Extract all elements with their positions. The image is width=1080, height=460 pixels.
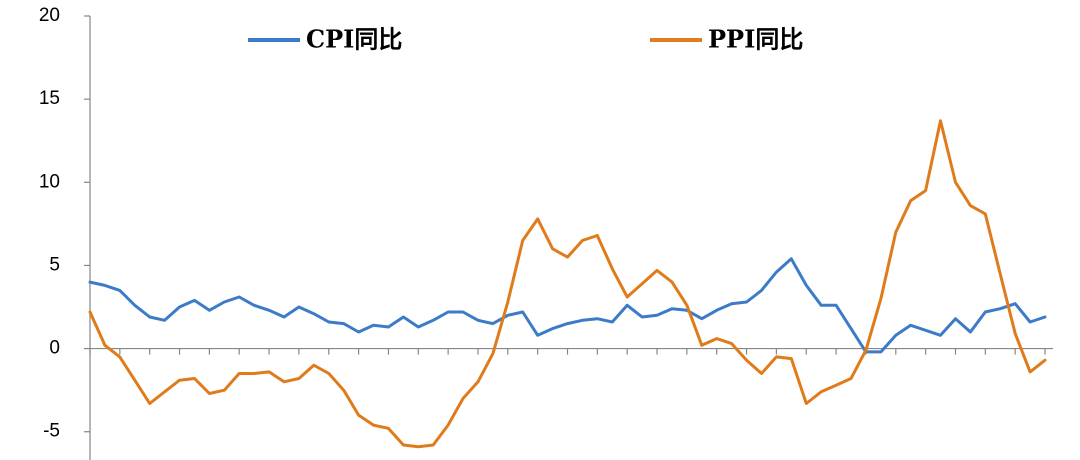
series-line — [88, 119, 1047, 449]
y-tick-label: -5 — [43, 421, 60, 442]
legend-label: PPI同比 — [708, 25, 803, 54]
y-tick-label: 5 — [49, 254, 60, 275]
y-tick-label: 10 — [39, 171, 60, 192]
legend-label: CPI同比 — [306, 25, 402, 54]
y-tick-label: 20 — [39, 5, 60, 26]
series-line — [88, 257, 1047, 354]
y-tick-label: 15 — [39, 88, 60, 109]
y-tick-label: 0 — [49, 338, 60, 359]
